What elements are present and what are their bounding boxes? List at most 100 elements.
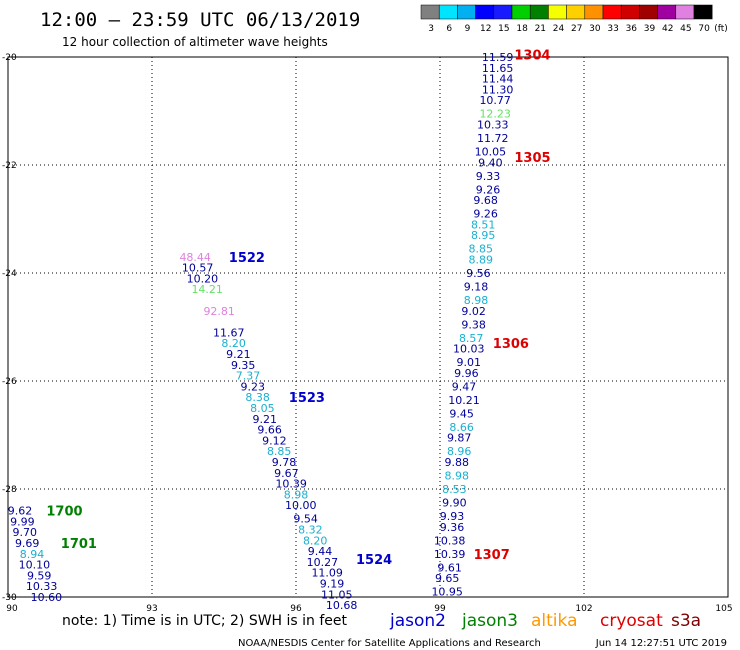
wave-height-value: 9.40: [478, 156, 503, 169]
scale-label: 36: [626, 24, 638, 34]
wave-height-value: 9.68: [473, 194, 498, 207]
satellite-legend-item: cryosat: [600, 611, 663, 631]
wave-height-value: 10.10: [19, 559, 51, 572]
y-tick-label: -20: [2, 53, 17, 63]
wave-height-value: 10.38: [434, 534, 466, 547]
scale-swatch: [620, 4, 640, 20]
wave-height-value: 11.30: [482, 83, 514, 96]
x-tick-label: 90: [6, 604, 18, 614]
wave-height-points: 11.5911.6511.4411.3010.7712.2310.3311.72…: [8, 51, 514, 612]
wave-height-value: 8.66: [449, 421, 474, 434]
wave-height-value: 8.85: [469, 243, 494, 256]
scale-label: 12: [480, 24, 491, 34]
wave-height-value: 9.12: [262, 434, 287, 447]
wave-height-value: 10.39: [275, 478, 307, 491]
wave-height-value: 8.53: [442, 483, 467, 496]
wave-height-value: 9.99: [10, 515, 35, 528]
pass-number-label: 1307: [474, 548, 510, 563]
wave-height-value: 11.72: [477, 132, 509, 145]
wave-height-value: 8.20: [303, 534, 328, 547]
wave-height-value: 10.39: [434, 548, 466, 561]
wave-height-value: 9.61: [437, 561, 462, 574]
scale-label: 30: [589, 24, 601, 34]
wave-height-value: 7.37: [236, 370, 261, 383]
scale-unit: (ft): [714, 24, 728, 34]
pass-number-label: 1523: [289, 391, 325, 406]
wave-height-value: 9.01: [457, 356, 482, 369]
footer-note: note: 1) Time is in UTC; 2) SWH is in fe…: [62, 613, 348, 629]
wave-height-value: 9.02: [461, 305, 486, 318]
wave-height-value: 9.19: [320, 578, 345, 591]
wave-height-value: 8.98: [445, 470, 470, 483]
wave-height-value: 9.36: [440, 521, 465, 534]
x-axis-ticks: 90 93 96 99 102 105: [6, 604, 732, 614]
scale-label: 6: [446, 24, 452, 34]
wave-height-value: 10.77: [479, 94, 511, 107]
satellite-legend: jason2 jason3 altika cryosat s3a: [389, 611, 701, 631]
credit-text: NOAA/NESDIS Center for Satellite Applica…: [238, 638, 541, 649]
page-subtitle: 12 hour collection of altimeter wave hei…: [62, 35, 328, 49]
wave-height-value: 11.65: [482, 62, 514, 75]
scale-swatch: [475, 4, 495, 20]
y-tick-label: -30: [2, 593, 17, 603]
scale-label: 3: [428, 24, 434, 34]
scale-label: 24: [553, 24, 565, 34]
page-title: 12:00 – 23:59 UTC 06/13/2019: [40, 9, 360, 31]
wave-height-value: 9.65: [435, 572, 460, 585]
pass-number-label: 1524: [356, 553, 392, 568]
x-tick-label: 102: [575, 604, 592, 614]
wave-height-value: 48.44: [179, 251, 211, 264]
wave-height-value: 9.44: [308, 545, 333, 558]
scale-label: 21: [535, 24, 546, 34]
wave-height-value: 9.78: [272, 456, 297, 469]
scale-swatch: [529, 4, 549, 20]
wave-height-value: 10.33: [477, 119, 509, 132]
scale-label: 18: [516, 24, 528, 34]
satellite-legend-item: s3a: [671, 611, 701, 631]
wave-height-value: 9.62: [8, 505, 33, 518]
wave-height-value: 9.56: [466, 267, 491, 280]
scale-swatch: [493, 4, 513, 20]
wave-height-value: 9.45: [449, 407, 474, 420]
scale-swatch: [693, 4, 713, 20]
pass-number-label: 1306: [493, 337, 529, 352]
wave-height-value: 10.20: [187, 272, 219, 285]
wave-height-value: 11.59: [482, 51, 514, 64]
y-axis-ticks: -20 -22 -24 -26 -28 -30: [2, 53, 17, 603]
scale-label: 27: [571, 24, 582, 34]
wave-height-value: 10.03: [453, 343, 485, 356]
scale-swatch: [602, 4, 622, 20]
scale-label: 9: [465, 24, 471, 34]
wave-height-value: 8.57: [459, 332, 484, 345]
satellite-legend-item: jason3: [461, 611, 518, 631]
wave-height-value: 9.47: [452, 380, 477, 393]
wave-height-value: 9.87: [447, 432, 472, 445]
wave-height-value: 10.68: [326, 599, 358, 612]
scale-swatch: [438, 4, 458, 20]
wave-height-value: 8.85: [267, 445, 292, 458]
scale-label: 15: [498, 24, 509, 34]
x-tick-label: 99: [434, 604, 446, 614]
map-grid: [8, 57, 728, 597]
wave-height-value: 9.18: [464, 281, 489, 294]
wave-height-value: 8.32: [298, 524, 323, 537]
scale-label: 33: [607, 24, 618, 34]
y-tick-label: -22: [2, 161, 17, 171]
wave-height-value: 10.60: [31, 591, 63, 604]
wave-height-value: 8.51: [471, 218, 496, 231]
wave-height-value: 9.21: [253, 413, 278, 426]
wave-height-value: 10.05: [475, 146, 507, 159]
color-scale: 3 6 9 12 15 18 21 24 27 30 33 36 39 42 45 70 (ft): [420, 4, 728, 34]
wave-height-value: 10.95: [431, 586, 463, 599]
wave-height-value: 8.38: [245, 391, 270, 404]
wave-height-value: 8.05: [250, 402, 275, 415]
pass-number-label: 1522: [229, 251, 265, 266]
scale-swatch: [511, 4, 531, 20]
x-tick-label: 96: [290, 604, 302, 614]
pass-number-label: 1304: [514, 48, 550, 63]
wave-height-value: 9.23: [241, 380, 266, 393]
wave-height-value: 9.93: [440, 510, 465, 523]
wave-height-value: 9.59: [27, 569, 52, 582]
pass-number-label: 1700: [46, 505, 82, 520]
